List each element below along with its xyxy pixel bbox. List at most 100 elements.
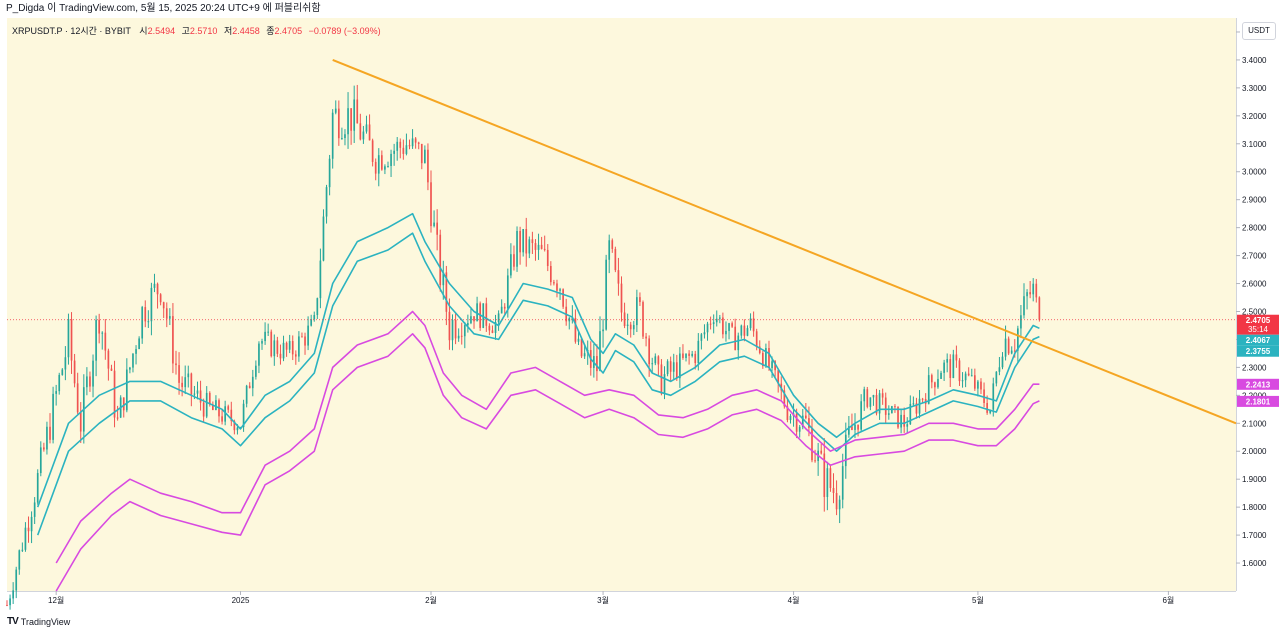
candle-body [316,298,319,316]
candle-body [679,353,681,379]
price-tick-label: 1.7000 [1242,531,1267,540]
candle-body [801,415,804,427]
candle-body [731,323,733,327]
candle-body [930,375,933,383]
candle-body [986,402,988,413]
unit-toggle-button[interactable]: USDT [1242,22,1276,40]
candle-body [457,335,460,339]
candle-body [626,324,629,326]
candles-layer [6,84,1041,610]
candle-body [510,254,512,276]
candle-body [961,380,964,382]
candle-body [445,272,448,312]
brand-name: TradingView [20,616,71,627]
candle-body [685,353,687,358]
candle-body [556,283,558,291]
candle-body [795,413,798,432]
candle-body [651,363,654,365]
price-label-box [1237,314,1279,335]
change-value: −0.0789 (−3.09%) [308,26,381,36]
candle-body [291,341,294,355]
price-tick-label: 1.9000 [1242,475,1267,484]
candle-body [476,303,478,322]
candle-body [734,326,737,351]
candle-body [251,376,254,389]
candle-body [611,240,614,249]
candle-body [58,374,61,392]
candle-body [783,390,786,407]
candle-body [998,367,1001,372]
candle-body [205,392,208,417]
publish-attribution: P_Digda 이 TradingView.com, 5월 15, 2025 2… [6,3,321,14]
candle-body [61,369,64,375]
candle-body [377,155,380,174]
candle-body [503,306,506,309]
candle-body [436,222,438,235]
candle-body [771,361,773,369]
candle-body [258,343,260,366]
candle-body [411,138,414,147]
candle-body [64,357,67,370]
candle-body [894,406,896,408]
candle-body [21,549,24,551]
candle-body [522,229,525,253]
candle-body [675,362,678,379]
candle-body [350,108,352,131]
candle-body [915,403,918,414]
candle-body [642,302,644,337]
candle-body [387,166,389,168]
candle-body [1026,292,1028,297]
candle-body [27,527,30,532]
candle-body [949,359,952,378]
candle-body [420,143,423,164]
time-tick-label: 5월 [972,595,984,605]
candle-body [937,378,939,388]
inner-band-upper-line [36,212,1040,508]
candle-body [430,182,432,227]
candle-body [294,354,297,357]
candle-body [614,248,617,271]
candle-body [786,406,789,421]
candle-body [165,308,168,319]
price-tick-label: 3.3000 [1242,84,1267,93]
candle-body [104,332,107,351]
candle-body [371,140,374,162]
time-tick-label: 12월 [48,595,64,605]
candle-body [212,404,214,410]
tradingview-brand[interactable]: TV TradingView [7,616,70,627]
candle-body [55,391,58,394]
price-label-box [1237,395,1279,407]
candle-body [977,381,979,389]
candle-body [384,166,386,170]
candle-body [36,473,39,503]
candle-body [353,99,356,131]
candle-body [485,303,488,326]
candle-body [851,426,853,430]
candle-body [442,272,445,286]
time-scale[interactable] [7,591,1236,613]
candle-body [9,598,11,606]
high-value: 2.5710 [189,26,218,36]
candle-body [900,414,902,428]
candle-body [374,161,377,174]
candle-body [906,424,909,427]
candle-body [285,342,288,350]
candle-body [24,527,27,550]
price-tick-label: 3.1000 [1242,140,1267,149]
candle-body [67,319,70,358]
price-scale[interactable] [1236,18,1280,591]
candle-body [408,145,411,147]
candle-body [841,466,844,500]
candle-body [110,368,113,371]
symbol-name[interactable]: XRPUSDT.P · 12시간 · BYBIT [12,26,131,36]
candle-body [181,382,183,388]
candle-body [718,317,721,319]
candle-body [608,240,611,260]
candle-body [184,377,187,388]
candle-body [798,426,801,432]
candle-body [823,453,826,497]
price-label-text: 2.4705 [1246,316,1271,325]
candle-body [168,316,171,319]
candle-body [325,187,328,217]
